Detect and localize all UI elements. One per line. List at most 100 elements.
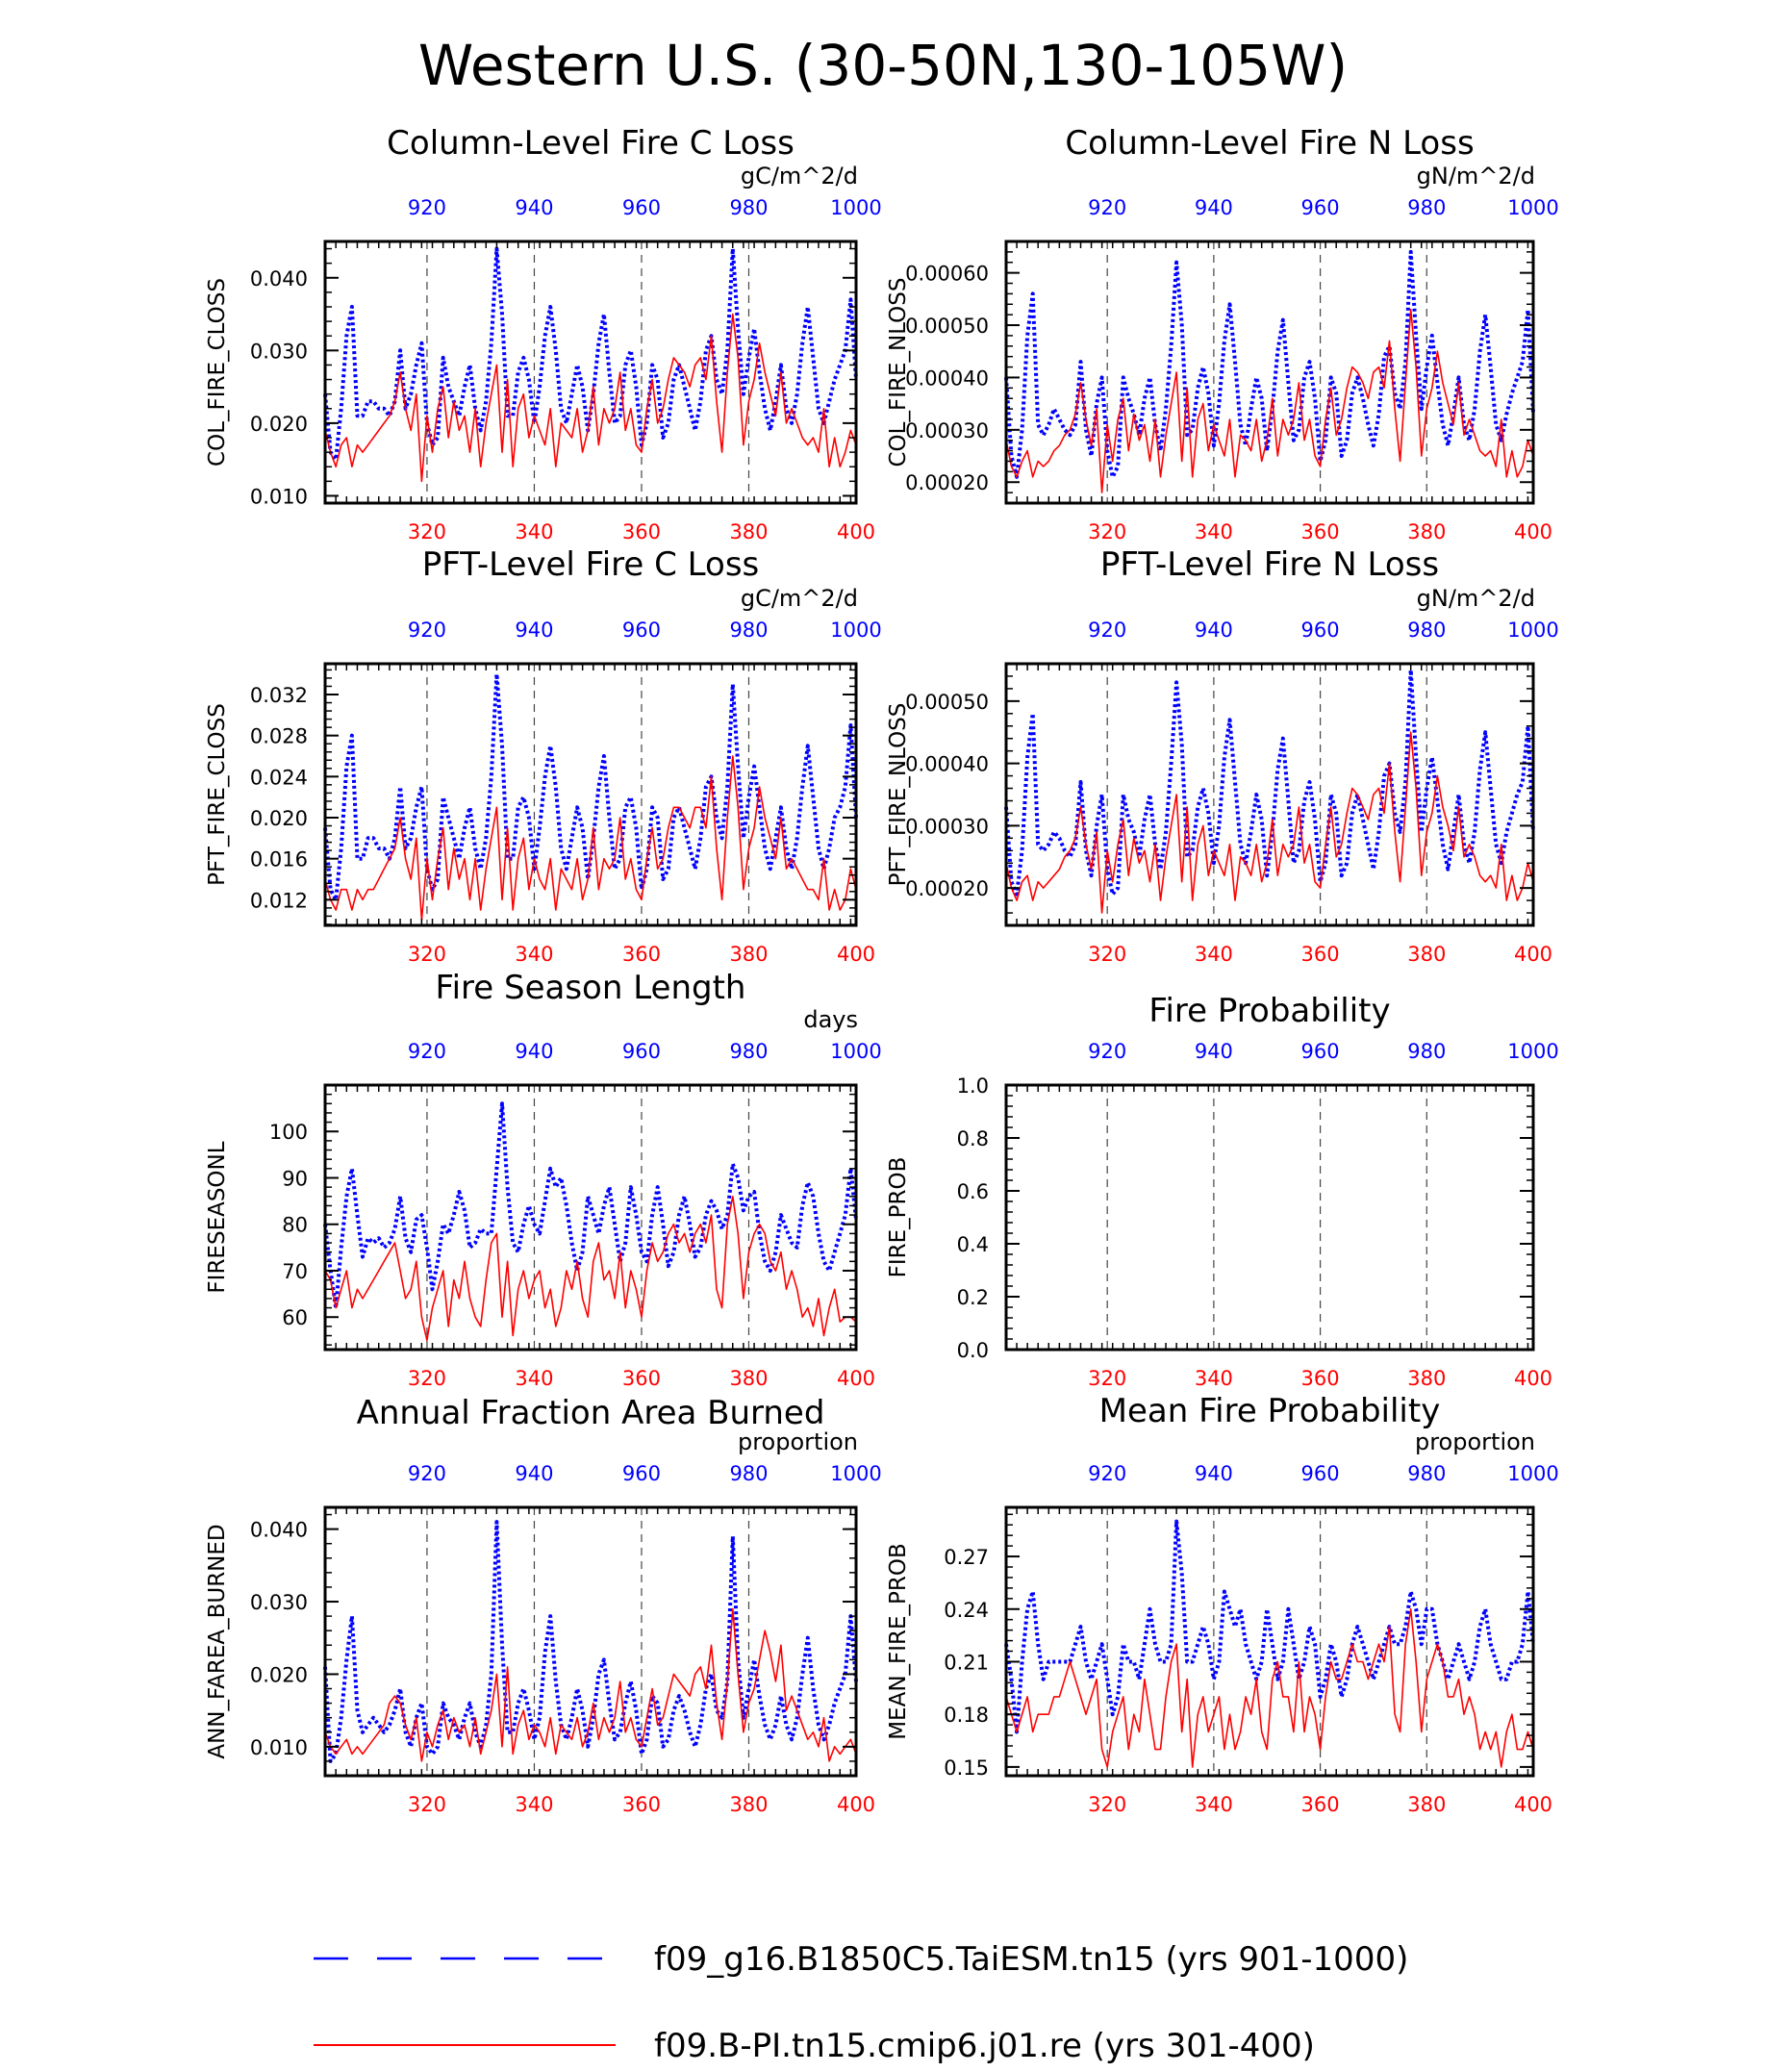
x-tick-label-top: 960 — [622, 196, 661, 219]
y-axis-label: MEAN_FIRE_PROB — [886, 1543, 911, 1740]
y-tick-label: 0.020 — [250, 413, 308, 436]
units-label: gN/m^2/d — [1417, 585, 1535, 612]
x-tick-label-bottom: 380 — [729, 1793, 768, 1816]
y-axis-label: FIRE_PROB — [886, 1157, 911, 1278]
x-tick-label-top: 960 — [1301, 1040, 1340, 1063]
y-tick-label: 0.024 — [250, 766, 308, 789]
y-tick-label: 60 — [282, 1306, 308, 1329]
y-axis-label: PFT_FIRE_NLOSS — [886, 703, 911, 887]
y-tick-label: 0.0 — [957, 1339, 989, 1362]
x-tick-label-bottom: 340 — [515, 520, 553, 543]
legend: f09_g16.B1850C5.TaiESM.tn15 (yrs 901-100… — [314, 1940, 1408, 2065]
chart-title: Mean Fire Probability — [1099, 1392, 1441, 1430]
x-tick-label-bottom: 400 — [837, 1793, 875, 1816]
x-tick-label-bottom: 400 — [837, 943, 875, 966]
chart-title: PFT-Level Fire N Loss — [1100, 545, 1439, 584]
x-tick-label-bottom: 380 — [1407, 1367, 1446, 1390]
y-tick-label: 90 — [282, 1167, 308, 1190]
y-tick-label: 0.6 — [957, 1180, 989, 1203]
x-tick-label-bottom: 360 — [1301, 1793, 1340, 1816]
y-tick-label: 0.00030 — [905, 815, 989, 838]
x-tick-label-bottom: 320 — [408, 1793, 446, 1816]
x-tick-label-bottom: 400 — [1514, 1793, 1552, 1816]
y-tick-label: 0.4 — [957, 1233, 989, 1256]
series-line-blue — [1004, 249, 1535, 479]
y-tick-label: 0.00020 — [905, 877, 989, 900]
series-line-red — [324, 313, 857, 483]
plot-frame — [323, 662, 858, 927]
x-tick-label-top: 980 — [729, 1040, 768, 1063]
x-tick-label-bottom: 320 — [1088, 1793, 1126, 1816]
x-tick-label-top: 960 — [1301, 196, 1340, 219]
y-tick-label: 0.040 — [250, 267, 308, 291]
x-tick-label-top: 1000 — [1507, 619, 1558, 642]
x-tick-label-top: 960 — [1301, 1462, 1340, 1485]
y-tick-label: 0.00050 — [905, 315, 989, 338]
y-tick-label: 0.00050 — [905, 691, 989, 714]
series-line-blue — [1004, 1519, 1535, 1734]
x-tick-label-top: 1000 — [830, 196, 881, 219]
x-tick-label-bottom: 400 — [837, 520, 875, 543]
x-tick-label-top: 960 — [622, 1040, 661, 1063]
series-line-red — [324, 1607, 857, 1762]
series-line-blue — [323, 1101, 858, 1310]
x-tick-label-top: 980 — [729, 196, 768, 219]
units-label: gC/m^2/d — [741, 585, 858, 612]
x-tick-label-top: 940 — [515, 619, 553, 642]
y-tick-label: 0.010 — [250, 1736, 308, 1759]
y-tick-label: 1.0 — [957, 1074, 989, 1098]
y-tick-label: 0.8 — [957, 1127, 989, 1150]
legend-red-label: f09.B-PI.tn15.cmip6.j01.re (yrs 301-400) — [654, 2027, 1315, 2065]
x-tick-label-top: 920 — [1088, 1040, 1126, 1063]
x-tick-label-top: 920 — [1088, 1462, 1126, 1485]
units-label: days — [803, 1006, 858, 1033]
x-tick-label-bottom: 340 — [515, 1793, 553, 1816]
series-line-blue — [323, 1520, 858, 1763]
y-tick-label: 0.00040 — [905, 753, 989, 776]
x-tick-label-bottom: 340 — [1195, 1793, 1233, 1816]
chart-title: Fire Season Length — [436, 969, 746, 1007]
x-tick-label-top: 980 — [729, 619, 768, 642]
x-tick-label-bottom: 360 — [1301, 520, 1340, 543]
x-tick-label-bottom: 380 — [729, 520, 768, 543]
x-tick-label-top: 1000 — [830, 619, 881, 642]
x-tick-label-top: 980 — [1407, 1462, 1446, 1485]
x-tick-label-bottom: 340 — [1195, 943, 1233, 966]
chart-title: Annual Fraction Area Burned — [357, 1394, 825, 1432]
x-tick-label-top: 940 — [515, 1462, 553, 1485]
x-tick-label-top: 960 — [622, 619, 661, 642]
y-tick-label: 0.00040 — [905, 366, 989, 390]
y-tick-label: 0.016 — [250, 848, 308, 872]
y-tick-label: 0.012 — [250, 889, 308, 912]
y-axis-label: COL_FIRE_NLOSS — [886, 277, 911, 467]
x-tick-label-top: 940 — [1195, 1462, 1233, 1485]
y-axis-label: COL_FIRE_CLOSS — [205, 278, 230, 467]
y-tick-label: 100 — [269, 1121, 308, 1144]
units-label: proportion — [738, 1428, 858, 1455]
x-tick-label-top: 960 — [622, 1462, 661, 1485]
y-tick-label: 0.020 — [250, 807, 308, 830]
y-tick-label: 0.18 — [944, 1704, 989, 1727]
plot-frame — [1004, 1505, 1535, 1778]
x-tick-label-top: 920 — [1088, 196, 1126, 219]
x-tick-label-bottom: 360 — [1301, 1367, 1340, 1390]
x-tick-label-top: 940 — [1195, 1040, 1233, 1063]
y-axis-label: FIRESEASONL — [205, 1141, 230, 1293]
y-axis-label: ANN_FAREA_BURNED — [205, 1524, 230, 1758]
units-label: gN/m^2/d — [1417, 163, 1535, 190]
units-label: proportion — [1415, 1428, 1535, 1455]
x-tick-label-bottom: 380 — [1407, 520, 1446, 543]
x-tick-label-bottom: 380 — [729, 1367, 768, 1390]
x-tick-label-top: 920 — [408, 1462, 446, 1485]
y-tick-label: 0.030 — [250, 340, 308, 363]
y-tick-label: 0.030 — [250, 1591, 308, 1614]
series-line-red — [324, 1196, 857, 1342]
x-tick-label-top: 1000 — [1507, 196, 1558, 219]
chart-panel-6: Fire Probability 0.0 0.2 0.4 0.6 0.8 1.0 320 340… — [886, 992, 1559, 1390]
